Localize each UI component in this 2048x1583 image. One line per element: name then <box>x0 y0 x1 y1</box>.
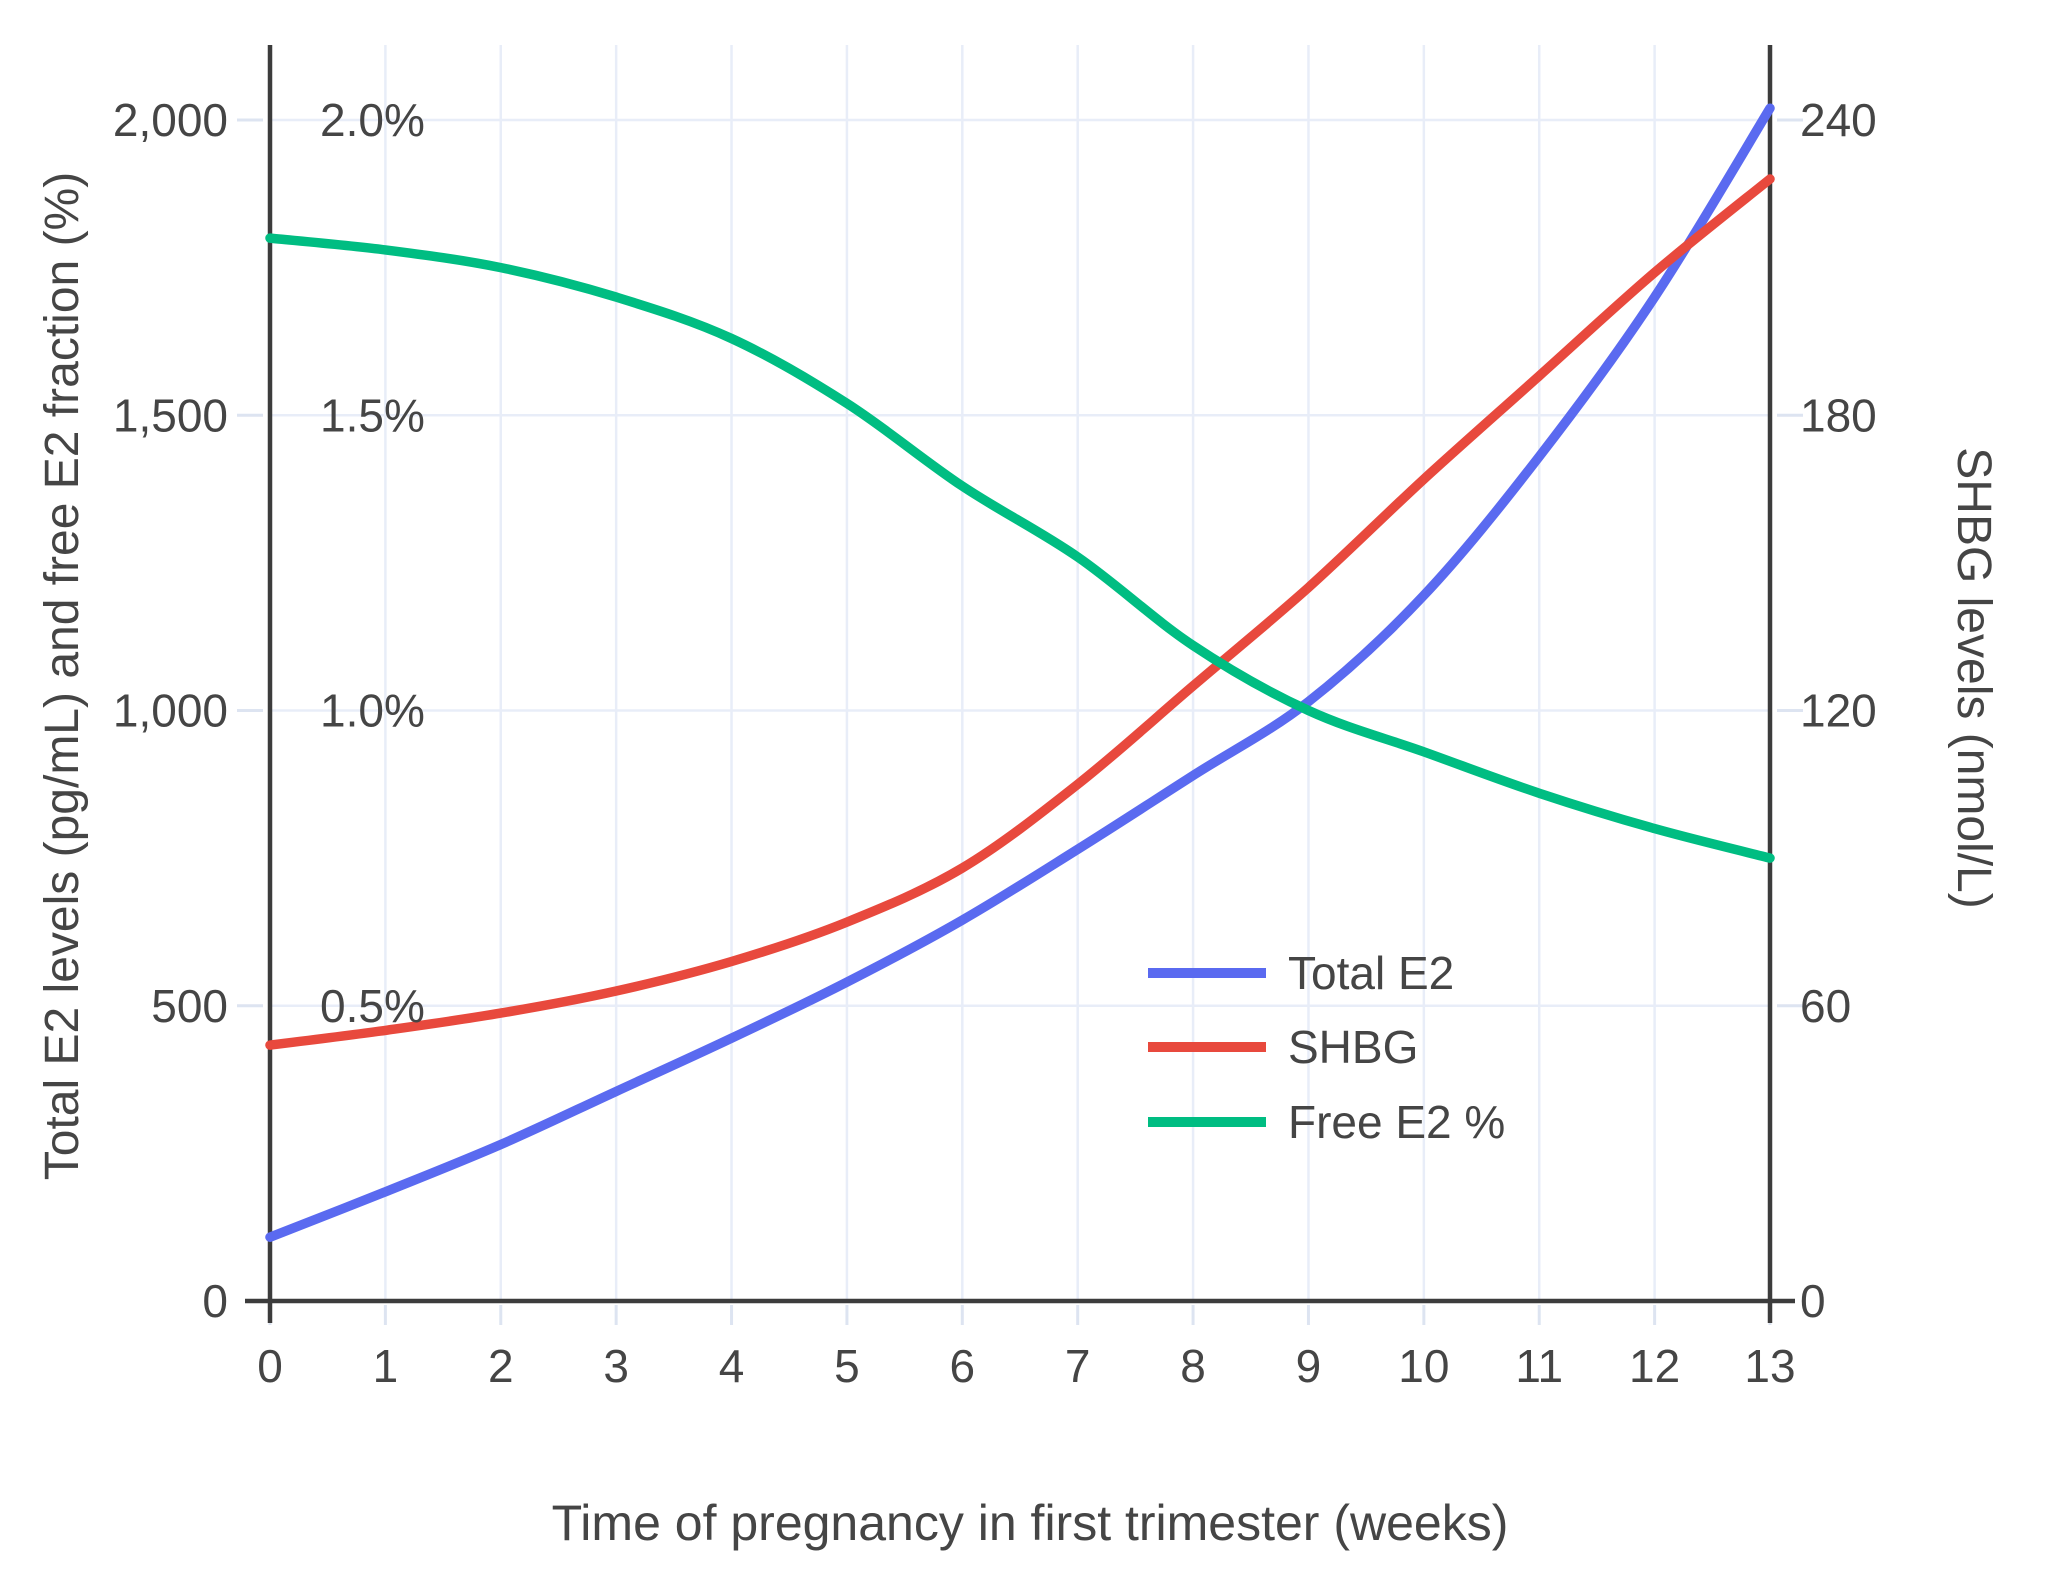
curve-free-e2- <box>265 233 1775 863</box>
right-axis-tick-labels: 0 60 120 180 240 <box>1800 94 1877 1327</box>
x-axis-tick-label-week-2: 2 <box>488 1340 514 1392</box>
right-y-axis-title: SHBG levels (nmol/L) <box>1947 447 2000 908</box>
legend-item-shbg: SHBG <box>1148 1021 1418 1073</box>
legend-label-total-e2: Total E2 <box>1288 947 1454 999</box>
x-axis-tick-labels: 0 1 2 3 4 5 6 7 8 9 10 11 12 13 <box>257 1340 1795 1392</box>
left-axis-tick-label-0: 0 <box>202 1275 228 1327</box>
x-axis-tick-label-week-13: 13 <box>1744 1340 1795 1392</box>
axis-lines <box>245 45 1795 1323</box>
x-axis-tick-label-week-3: 3 <box>603 1340 629 1392</box>
left-axis-tick-label-500: 500 <box>151 980 228 1032</box>
legend-label-shbg: SHBG <box>1288 1021 1418 1073</box>
x-axis-tick-label-week-0: 0 <box>257 1340 283 1392</box>
right-axis-tick-label-0: 0 <box>1800 1275 1826 1327</box>
left-axis-tick-label-2000: 2,000 <box>113 94 228 146</box>
percent-tick-labels: 0.5% 1.0% 1.5% 2.0% <box>320 94 425 1032</box>
left-axis-tick-label-1000: 1,000 <box>113 685 228 737</box>
x-axis-tick-label-week-9: 9 <box>1296 1340 1322 1392</box>
x-axis-tick-label-week-10: 10 <box>1398 1340 1449 1392</box>
tick-marks <box>237 118 1803 1325</box>
x-axis-tick-label-week-4: 4 <box>719 1340 745 1392</box>
curve-shbg <box>265 174 1775 1050</box>
legend: Total E2 SHBG Free E2 % <box>1148 947 1505 1148</box>
percent-tick-label-1.5: 1.5% <box>320 389 425 441</box>
x-axis-tick-label-week-12: 12 <box>1629 1340 1680 1392</box>
x-axis-title: Time of pregnancy in first trimester (we… <box>552 1495 1509 1551</box>
x-axis-tick-label-week-1: 1 <box>373 1340 399 1392</box>
legend-label-free-e2: Free E2 % <box>1288 1096 1505 1148</box>
x-axis-tick-label-week-8: 8 <box>1180 1340 1206 1392</box>
left-axis-tick-labels: 0 500 1,000 1,500 2,000 <box>113 94 228 1327</box>
right-axis-tick-label-120: 120 <box>1800 685 1877 737</box>
data-curves <box>265 103 1775 1242</box>
percent-tick-label-1: 1.0% <box>320 685 425 737</box>
right-axis-tick-label-180: 180 <box>1800 389 1877 441</box>
left-axis-tick-label-1500: 1,500 <box>113 389 228 441</box>
x-axis-tick-label-week-7: 7 <box>1065 1340 1091 1392</box>
right-axis-tick-label-240: 240 <box>1800 94 1877 146</box>
x-axis-tick-label-week-11: 11 <box>1515 1340 1563 1392</box>
right-axis-tick-label-60: 60 <box>1800 980 1851 1032</box>
legend-item-total-e2: Total E2 <box>1148 947 1454 999</box>
legend-item-free-e2: Free E2 % <box>1148 1096 1505 1148</box>
x-axis-tick-label-week-5: 5 <box>834 1340 860 1392</box>
x-axis-tick-label-week-6: 6 <box>950 1340 976 1392</box>
percent-tick-label-2: 2.0% <box>320 94 425 146</box>
curve-total-e2 <box>265 103 1775 1242</box>
percent-tick-label-0.5: 0.5% <box>320 980 425 1032</box>
gridlines <box>268 45 1772 1301</box>
left-y-axis-title: Total E2 levels (pg/mL) and free E2 frac… <box>36 172 89 1180</box>
